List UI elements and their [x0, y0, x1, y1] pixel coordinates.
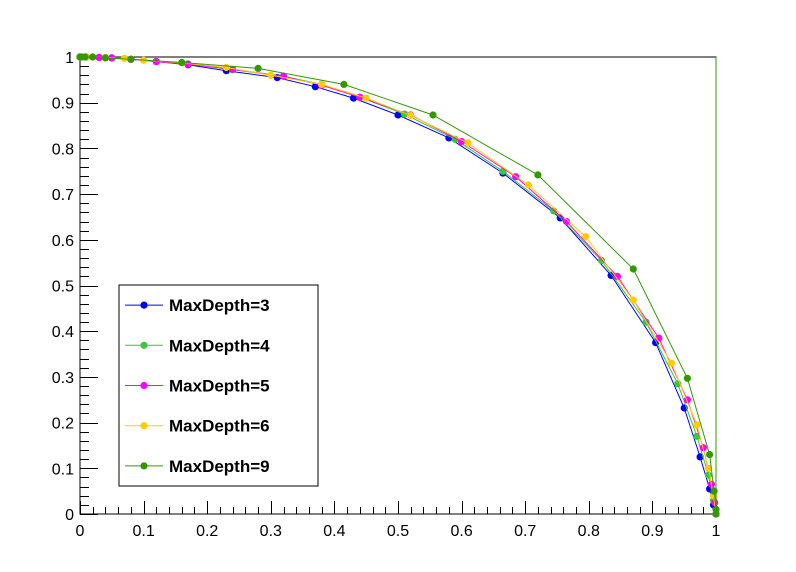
data-point [429, 111, 437, 119]
legend-label: MaxDepth=4 [169, 336, 270, 355]
legend-marker [140, 341, 148, 349]
data-point [318, 80, 326, 88]
y-tick-label: 1 [65, 50, 74, 67]
x-tick-label: 0.9 [641, 523, 663, 540]
legend-label: MaxDepth=9 [169, 457, 270, 476]
axes: 0 0.1 0.2 0.3 0.4 0.5 0.6 0.7 0.8 0.9 1 0 0.1 0.2 0.3 0… [52, 50, 721, 540]
x-tick-label: 0.7 [514, 523, 536, 540]
data-point [524, 181, 533, 189]
data-point [340, 80, 348, 88]
data-point [254, 64, 262, 72]
x-tick-label: 0.4 [323, 523, 345, 540]
data-point [706, 451, 714, 459]
y-tick-label: 0.1 [52, 461, 74, 478]
data-point [311, 83, 319, 91]
y-tick-label: 0.4 [52, 324, 74, 341]
data-point [712, 510, 720, 518]
y-tick-label: 0 [65, 507, 74, 524]
data-point [127, 55, 135, 63]
data-point [458, 137, 466, 146]
data-point [683, 374, 692, 382]
data-point [178, 58, 186, 67]
data-point [667, 359, 676, 367]
data-point [613, 272, 622, 280]
legend-entry: MaxDepth=3 [125, 296, 270, 315]
legend-marker [140, 422, 148, 430]
data-point [582, 233, 590, 241]
legend-entry: MaxDepth=9 [125, 457, 270, 476]
y-tick-label: 0.8 [52, 141, 74, 158]
series-5 [76, 53, 720, 518]
x-tick-label: 0.1 [132, 523, 154, 540]
data-point [81, 53, 89, 61]
data-point [534, 171, 542, 179]
data-point [267, 71, 275, 79]
data-point [464, 139, 472, 147]
legend-label: MaxDepth=3 [169, 296, 270, 315]
data-point [693, 421, 701, 429]
data-point [710, 487, 718, 495]
x-tick-label: 0.2 [196, 523, 218, 540]
x-tick-label: 0.8 [578, 523, 600, 540]
data-point [704, 464, 713, 472]
legend-entry: MaxDepth=4 [125, 336, 270, 355]
data-point [101, 54, 109, 62]
data-point [229, 65, 237, 73]
y-tick-label: 0.2 [52, 416, 74, 433]
data-point [362, 94, 370, 102]
data-point [394, 111, 402, 119]
data-point [222, 63, 230, 72]
data-point [89, 53, 97, 61]
data-point [407, 111, 415, 120]
x-tick-label: 0.3 [260, 523, 282, 540]
x-tick-label: 1 [712, 523, 721, 540]
legend-entry: MaxDepth=6 [125, 417, 270, 436]
legend-label: MaxDepth=6 [169, 417, 270, 436]
legend-label: MaxDepth=5 [169, 377, 270, 396]
y-tick-label: 0.6 [52, 233, 74, 250]
y-tick-label: 0.5 [52, 279, 74, 296]
legend-marker [140, 301, 148, 309]
data-point [152, 58, 160, 66]
y-tick-label: 0.7 [52, 187, 74, 204]
y-tick-label: 0.9 [52, 96, 74, 113]
series-layer [76, 53, 720, 518]
legend-marker [140, 462, 148, 470]
x-tick-label: 0.5 [387, 523, 409, 540]
legend: MaxDepth=3 MaxDepth=4 MaxDepth=5 MaxDepth=6… [118, 284, 319, 487]
legend-entry: MaxDepth=5 [125, 377, 270, 396]
data-point [562, 217, 571, 226]
data-point [629, 265, 637, 273]
data-point [629, 296, 637, 304]
x-tick-label: 0 [76, 523, 85, 540]
data-point [120, 54, 129, 63]
data-point [597, 256, 606, 264]
y-tick-label: 0.3 [52, 370, 74, 387]
legend-marker [140, 381, 148, 390]
data-point [696, 453, 704, 461]
x-tick-label: 0.6 [450, 523, 472, 540]
